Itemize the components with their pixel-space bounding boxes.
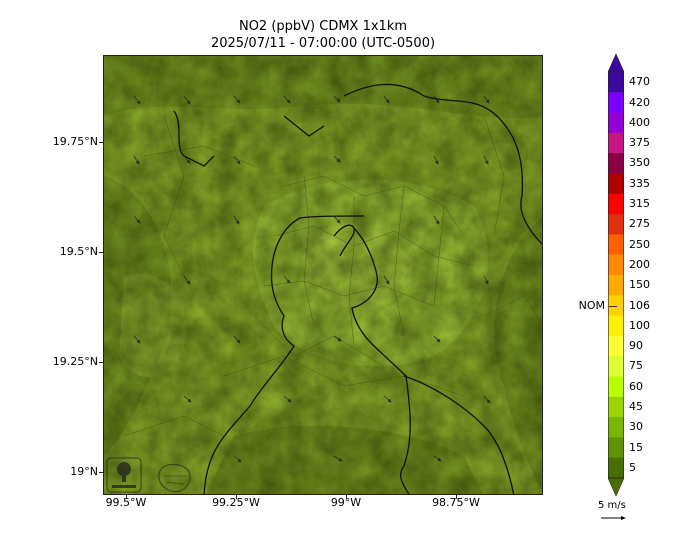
colorbar-label: 15: [629, 440, 643, 454]
lat-tick-mark: [99, 362, 103, 363]
colorbar-segment: [608, 315, 624, 337]
colorbar-label: 250: [629, 237, 650, 251]
colorbar-segment: [608, 92, 624, 114]
colorbar-segment: [608, 275, 624, 296]
wind-scale-label: 5 m/s: [598, 500, 626, 511]
lat-tick-label: 19°N: [70, 465, 98, 478]
lat-tick-mark: [99, 252, 103, 253]
colorbar-label: 275: [629, 217, 650, 231]
colorbar-extend-top: [608, 53, 624, 73]
colorbar-segment: [608, 437, 624, 459]
cdmx-map-logo: [158, 463, 191, 493]
colorbar-segment: [608, 295, 624, 317]
colorbar-segment: [608, 173, 624, 195]
colorbar-label: 420: [629, 95, 650, 109]
colorbar-segment: [608, 417, 624, 438]
colorbar-label: 315: [629, 197, 650, 210]
colorbar-label: 45: [629, 399, 643, 413]
colorbar-label: 60: [629, 379, 643, 393]
colorbar-label: 150: [629, 278, 650, 292]
lon-tick-mark: [126, 495, 127, 499]
colorbar-label: 30: [629, 420, 643, 434]
colorbar-segment: [608, 153, 624, 174]
colorbar-label: 350: [629, 156, 650, 170]
state-boundaries: [173, 83, 542, 494]
colorbar-segment: [608, 132, 624, 154]
colorbar-label: 75: [629, 359, 643, 373]
map-panel: [103, 55, 543, 495]
colorbar-label: 470: [629, 75, 650, 89]
lon-tick-label: 98.75°W: [432, 496, 480, 509]
municipal-boundaries: [123, 115, 542, 437]
colorbar-segment: [608, 193, 624, 215]
lon-tick-mark: [456, 495, 457, 499]
lon-tick-label: 99.5°W: [105, 496, 147, 509]
colorbar-segment: [608, 356, 624, 377]
title-line-1: NO2 (ppbV) CDMX 1x1km: [238, 19, 408, 34]
colorbar-label: 400: [629, 115, 650, 129]
colorbar-label: 106: [629, 298, 650, 312]
nom-tick-mark: [609, 306, 617, 307]
colorbar-label: 200: [629, 257, 650, 271]
colorbar-segment: [608, 335, 624, 357]
colorbar-segment: [608, 254, 624, 276]
title-line-2: 2025/07/11 - 07:00:00 (UTC-0500): [210, 36, 436, 51]
lon-tick-mark: [346, 495, 347, 499]
nom-label: NOM: [578, 299, 605, 312]
colorbar: [608, 53, 624, 497]
colorbar-extend-bottom: [608, 477, 624, 497]
lon-tick-mark: [236, 495, 237, 499]
lon-tick-label: 99.25°W: [212, 496, 260, 509]
colorbar-label: 375: [629, 136, 650, 150]
colorbar-label: 335: [629, 176, 650, 190]
colorbar-segment: [608, 457, 624, 479]
colorbar-label: 100: [629, 318, 650, 332]
colorbar-segment: [608, 234, 624, 256]
colorbar-segment: [608, 112, 624, 134]
colorbar-label: 5: [629, 460, 636, 474]
wind-vectors: [133, 95, 491, 463]
terrain-relief: [104, 56, 542, 494]
lat-tick-label: 19.25°N: [52, 355, 98, 368]
pollution-map: [104, 56, 542, 494]
lat-tick-label: 19.75°N: [52, 135, 98, 148]
lat-tick-label: 19.5°N: [59, 245, 98, 258]
colorbar-label: 90: [629, 339, 643, 353]
lat-tick-mark: [99, 472, 103, 473]
lon-tick-label: 99°W: [330, 496, 362, 509]
sedema-logo: [106, 457, 142, 493]
lat-tick-mark: [99, 142, 103, 143]
colorbar-segment: [608, 72, 624, 93]
colorbar-segment: [608, 376, 624, 398]
colorbar-segment: [608, 396, 624, 418]
colorbar-segment: [608, 214, 624, 235]
wind-scale-arrow: [601, 516, 626, 520]
